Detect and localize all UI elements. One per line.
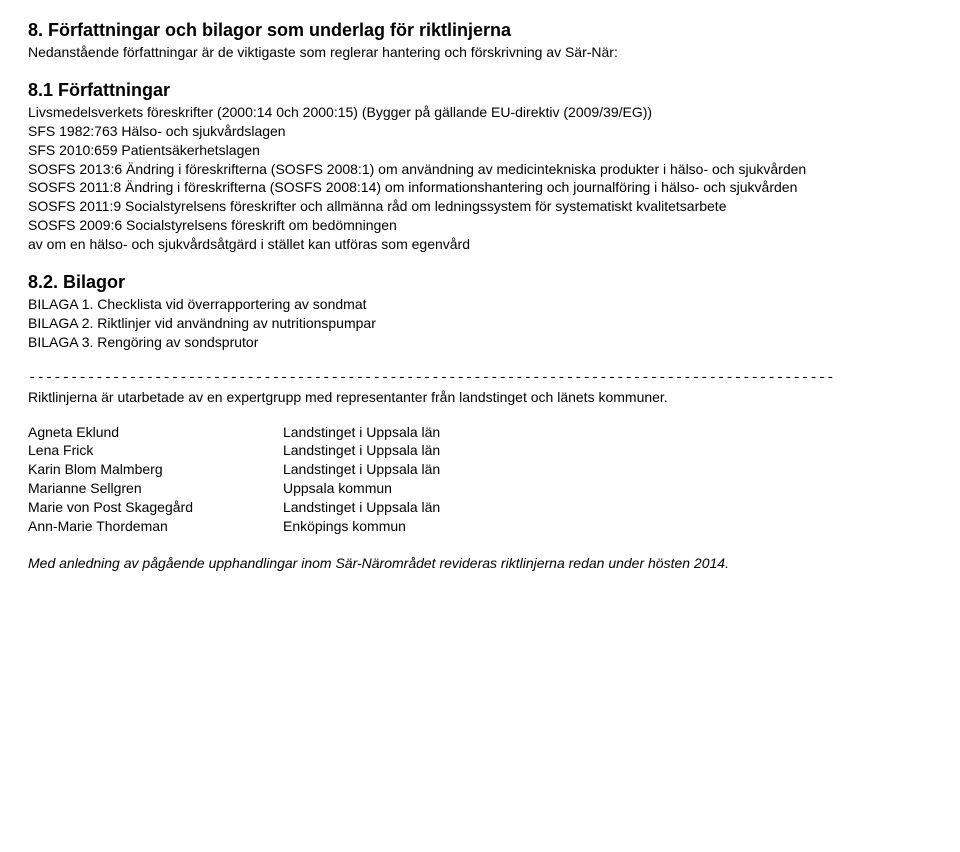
expert-group-intro: Riktlinjerna är utarbetade av en expertg… [28,388,932,407]
names-column-right: Landstinget i Uppsala län Landstinget i … [283,423,440,536]
affiliation: Landstinget i Uppsala län [283,441,440,460]
affiliation: Landstinget i Uppsala län [283,460,440,479]
regulation-line: SOSFS 2009:6 Socialstyrelsens föreskrift… [28,216,932,235]
regulation-line: Livsmedelsverkets föreskrifter (2000:14 … [28,103,932,122]
affiliation: Landstinget i Uppsala län [283,423,440,442]
names-column-left: Agneta Eklund Lena Frick Karin Blom Malm… [28,423,193,536]
footer-note: Med anledning av pågående upphandlingar … [28,554,932,573]
regulation-line: SFS 1982:763 Hälso- och sjukvårdslagen [28,122,932,141]
regulation-line: SFS 2010:659 Patientsäkerhetslagen [28,141,932,160]
regulation-line: SOSFS 2011:9 Socialstyrelsens föreskrift… [28,197,932,216]
person-name: Ann-Marie Thordeman [28,517,193,536]
affiliation: Landstinget i Uppsala län [283,498,440,517]
section-8-2: 8.2. Bilagor BILAGA 1. Checklista vid öv… [28,272,932,352]
section-8-intro: Nedanstående författningar är de viktiga… [28,43,932,62]
regulation-line: SOSFS 2011:8 Ändring i föreskrifterna (S… [28,178,932,197]
names-table: Agneta Eklund Lena Frick Karin Blom Malm… [28,423,932,536]
section-8-1: 8.1 Författningar Livsmedelsverkets före… [28,80,932,254]
section-8-1-heading: 8.1 Författningar [28,80,932,101]
regulation-line: SOSFS 2013:6 Ändring i föreskrifterna (S… [28,160,932,179]
affiliation: Enköpings kommun [283,517,440,536]
appendix-line: BILAGA 2. Riktlinjer vid användning av n… [28,314,932,333]
section-8-heading: 8. Författningar och bilagor som underla… [28,20,932,41]
person-name: Marianne Sellgren [28,479,193,498]
section-8: 8. Författningar och bilagor som underla… [28,20,932,62]
appendix-line: BILAGA 1. Checklista vid överrapporterin… [28,295,932,314]
appendix-line: BILAGA 3. Rengöring av sondsprutor [28,333,932,352]
divider: ----------------------------------------… [28,370,932,386]
person-name: Marie von Post Skagegård [28,498,193,517]
person-name: Lena Frick [28,441,193,460]
section-8-2-heading: 8.2. Bilagor [28,272,932,293]
affiliation: Uppsala kommun [283,479,440,498]
person-name: Karin Blom Malmberg [28,460,193,479]
regulation-line: av om en hälso- och sjukvårdsåtgärd i st… [28,235,932,254]
person-name: Agneta Eklund [28,423,193,442]
